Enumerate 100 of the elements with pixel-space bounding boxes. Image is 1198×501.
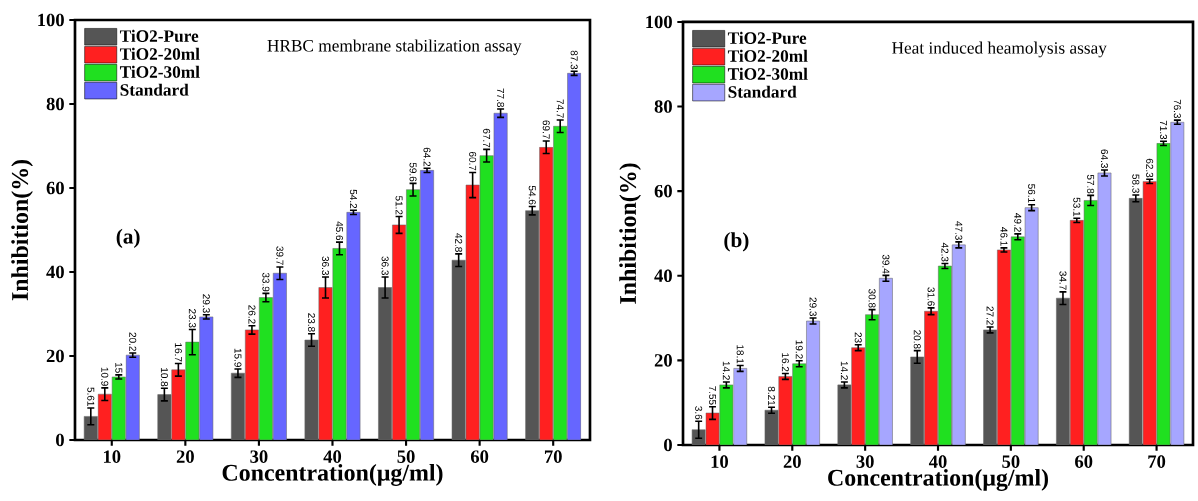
annotation: Heat induced heamolysis assay — [892, 41, 1107, 58]
y-tick-label: 80 — [654, 100, 672, 113]
data-label: 16.2 — [781, 353, 789, 372]
annotation: HRBC membrane stabilization assay — [267, 39, 522, 56]
data-label: 39.7 — [276, 246, 284, 265]
x-tick-label: 60 — [1075, 455, 1093, 468]
data-label: 23.8 — [307, 313, 316, 332]
bar — [1170, 121, 1185, 445]
data-label: 23.3 — [188, 309, 196, 328]
y-tick-label: 40 — [46, 265, 64, 279]
x-tick-label: 40 — [323, 450, 342, 463]
y-axis-title: Inhibition(%) — [619, 163, 641, 304]
legend-label: TiO2-20ml — [119, 47, 200, 60]
data-label: 8.21 — [767, 386, 776, 406]
data-label: 64.3 — [1100, 149, 1109, 168]
legend-label: Standard — [120, 83, 189, 96]
data-label: 49.2 — [1014, 213, 1022, 232]
legend-label: TiO2-30ml — [119, 65, 200, 78]
data-label: 58.3 — [1132, 174, 1140, 193]
x-tick-label: 40 — [928, 455, 947, 468]
x-tick-label: 50 — [1002, 455, 1020, 468]
x-tick-label: 30 — [250, 450, 268, 463]
y-tick-label: 60 — [654, 184, 672, 198]
x-axis-title: Concentration(μg/ml) — [222, 464, 443, 486]
data-label: 74.7 — [556, 99, 564, 118]
data-label: 29.3 — [202, 294, 210, 313]
data-label: 16.7 — [174, 343, 182, 362]
data-label: 36.3 — [321, 256, 330, 275]
x-tick-label: 20 — [783, 455, 801, 468]
data-label: 5.61 — [87, 387, 95, 406]
data-label: 14.2 — [840, 361, 848, 380]
x-tick-label: 10 — [103, 450, 121, 463]
data-label: 76.3 — [1173, 99, 1181, 119]
data-label: 19.2 — [795, 340, 803, 359]
legend-label: TiO2-20ml — [727, 49, 808, 62]
data-label: 69.7 — [542, 120, 550, 139]
data-label: 45.6 — [335, 221, 344, 241]
data-label: 31.6 — [927, 287, 935, 306]
annotation: (b) — [724, 232, 749, 252]
bar — [997, 249, 1011, 445]
x-tick-label: 60 — [470, 450, 489, 463]
x-tick-label: 50 — [397, 450, 415, 463]
data-label: 42.8 — [455, 233, 463, 252]
y-tick-label: 0 — [56, 433, 64, 447]
data-label: 47.3 — [955, 221, 963, 240]
x-axis-title: Concentration(μg/ml) — [828, 469, 1048, 491]
x-tick-label: 30 — [856, 455, 874, 468]
data-label: 46.1 — [1000, 227, 1008, 246]
annotation: (a) — [116, 228, 140, 249]
data-label: 27.2 — [986, 306, 994, 325]
data-label: 30.8 — [868, 289, 876, 308]
data-label: 20.8 — [913, 330, 921, 349]
data-label: 7.55 — [709, 386, 716, 405]
legend-label: Standard — [728, 85, 797, 98]
data-label: 33.9 — [262, 272, 270, 292]
data-label: 56.1 — [1028, 184, 1036, 203]
data-label: 67.7 — [483, 128, 491, 148]
data-label: 54.6 — [528, 185, 536, 205]
data-label: 10.9 — [101, 367, 109, 386]
y-tick-label: 80 — [46, 97, 64, 111]
data-label: 15 — [115, 362, 123, 373]
bar — [1024, 207, 1039, 445]
data-label: 57.8 — [1087, 174, 1095, 194]
data-label: 54.2 — [349, 189, 357, 209]
y-tick-label: 0 — [664, 438, 672, 452]
data-label: 15.9 — [234, 348, 242, 367]
data-label: 29.3 — [809, 297, 817, 317]
data-label: 42.3 — [941, 242, 949, 262]
data-label: 23 — [854, 332, 862, 343]
bar — [1128, 198, 1143, 445]
data-label: 87.3 — [570, 50, 578, 70]
data-label: 39.4 — [882, 254, 890, 274]
data-label: 20.2 — [129, 332, 137, 351]
data-label: 14.2 — [722, 361, 730, 380]
bar — [879, 278, 893, 445]
data-label: 51.2 — [395, 195, 403, 215]
y-tick-label: 40 — [654, 269, 672, 283]
data-label: 10.8 — [160, 368, 168, 387]
data-label: 53.1 — [1073, 197, 1081, 217]
x-tick-label: 70 — [544, 450, 562, 463]
data-label: 64.2 — [423, 147, 431, 167]
data-label: 3.6 — [695, 406, 703, 420]
data-label: 36.3 — [381, 256, 389, 275]
data-label: 59.6 — [409, 162, 417, 182]
bar — [951, 244, 966, 445]
data-label: 71.3 — [1159, 120, 1168, 140]
legend-label: TiO2-Pure — [727, 31, 807, 44]
y-axis-title: Inhibition(%) — [11, 159, 33, 301]
y-tick-label: 100 — [38, 13, 64, 27]
bar — [1069, 220, 1084, 445]
y-tick-label: 20 — [654, 354, 672, 367]
data-label: 26.2 — [248, 305, 256, 324]
x-tick-label: 10 — [711, 455, 729, 468]
x-tick-label: 20 — [176, 450, 194, 463]
data-label: 60.7 — [469, 151, 477, 171]
data-label: 18.1 — [736, 345, 744, 364]
y-tick-label: 20 — [46, 349, 64, 363]
legend-label: TiO2-30ml — [727, 67, 808, 80]
legend-label: TiO2-Pure — [119, 29, 199, 42]
y-tick-label: 100 — [646, 15, 672, 29]
